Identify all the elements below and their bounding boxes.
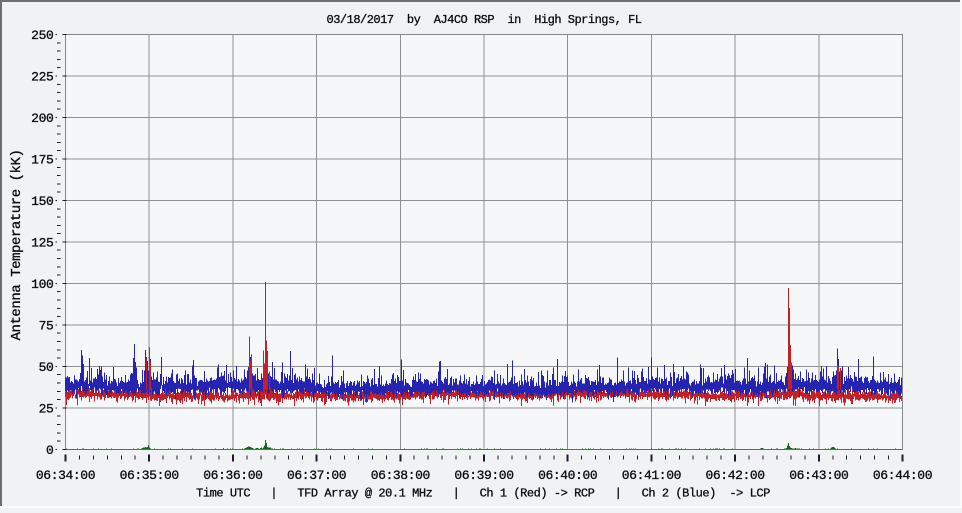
svg-text:225: 225	[31, 70, 53, 85]
svg-text:150: 150	[31, 194, 53, 209]
svg-text:06:40:00: 06:40:00	[538, 468, 597, 483]
svg-text:100: 100	[31, 277, 53, 292]
svg-text:03/18/2017 by AJ4CO RSP in: 03/18/2017 by AJ4CO RSP in High Springs,…	[327, 13, 642, 27]
svg-text:125: 125	[31, 236, 53, 251]
svg-text:75: 75	[39, 319, 54, 334]
svg-text:175: 175	[31, 153, 53, 168]
svg-text:06:43:00: 06:43:00	[789, 468, 848, 483]
svg-text:06:36:00: 06:36:00	[203, 468, 262, 483]
svg-text:06:42:00: 06:42:00	[705, 468, 764, 483]
svg-text:06:41:00: 06:41:00	[622, 468, 681, 483]
svg-text:0: 0	[46, 443, 53, 458]
svg-text:Antenna Temperature (kK): Antenna Temperature (kK)	[9, 150, 25, 341]
svg-text:06:38:00: 06:38:00	[371, 468, 430, 483]
svg-text:Time UTC | TFD Array @ 20.: Time UTC | TFD Array @ 20.1 MHz | Ch 1 (…	[196, 487, 770, 501]
svg-text:06:44:00: 06:44:00	[873, 468, 932, 483]
svg-text:200: 200	[31, 111, 53, 126]
svg-text:25: 25	[39, 402, 54, 417]
svg-text:06:37:00: 06:37:00	[287, 468, 346, 483]
svg-text:250: 250	[31, 28, 53, 43]
svg-text:06:34:00: 06:34:00	[36, 468, 95, 483]
svg-text:06:39:00: 06:39:00	[454, 468, 513, 483]
svg-text:06:35:00: 06:35:00	[120, 468, 179, 483]
svg-text:50: 50	[39, 360, 54, 375]
